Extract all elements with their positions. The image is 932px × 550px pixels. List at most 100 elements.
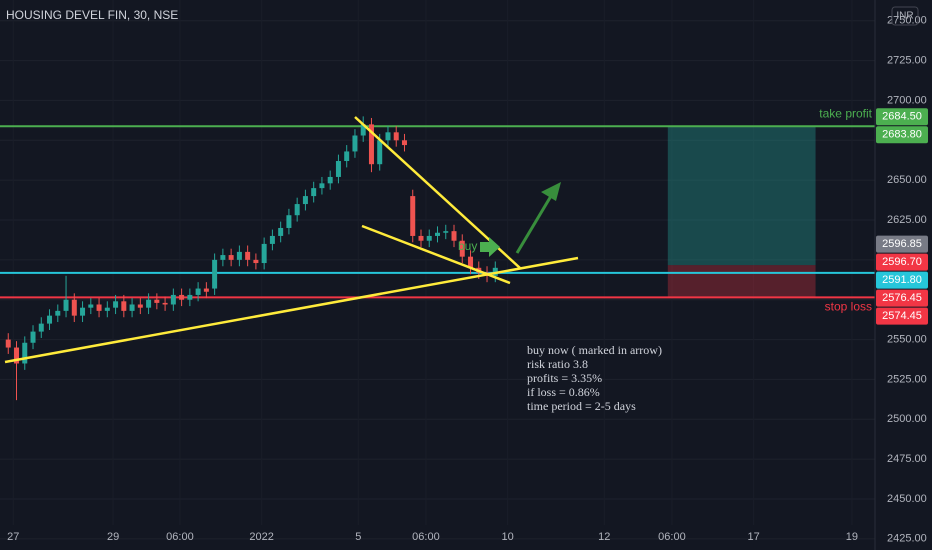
candle-body <box>80 307 86 316</box>
x-tick-label: 06:00 <box>412 531 440 543</box>
price-tag-label: 2683.80 <box>882 129 922 141</box>
candle-body <box>14 347 20 364</box>
candle-body <box>113 301 119 308</box>
price-tag-label: 2576.45 <box>882 292 922 304</box>
candle-body <box>327 176 333 184</box>
target-arrow-head <box>541 182 561 201</box>
y-tick-label: 2475.00 <box>887 453 927 465</box>
candle-body <box>410 196 416 236</box>
candle-body <box>418 235 424 241</box>
trend-line <box>361 224 511 285</box>
position-box <box>667 126 816 298</box>
candle-body <box>269 235 275 244</box>
levels: take profit stop loss <box>0 106 875 314</box>
candle-body <box>286 215 292 228</box>
candles <box>5 116 498 401</box>
loss-zone <box>667 265 816 298</box>
candle-body <box>179 294 185 300</box>
profit-zone <box>667 126 816 266</box>
candle-body <box>187 294 193 300</box>
candle-body <box>137 304 143 308</box>
price-tag <box>876 108 928 126</box>
x-tick-label: 17 <box>748 531 760 543</box>
notes: buy now ( marked in arrow)risk ratio 3.8… <box>527 343 662 413</box>
price-tag-label: 2596.85 <box>882 238 922 250</box>
candle-body <box>360 124 366 136</box>
candle-body <box>203 288 209 292</box>
level-label: stop loss <box>825 300 872 314</box>
candle-body <box>435 232 440 236</box>
candle-body <box>443 231 449 233</box>
candle-body <box>302 196 308 205</box>
note-line: time period = 2-5 days <box>527 399 636 413</box>
price-tag <box>876 235 928 253</box>
candle-body <box>129 304 135 311</box>
candle-body <box>5 339 11 348</box>
y-tick-label: 2650.00 <box>887 174 927 186</box>
candle-body <box>162 302 168 305</box>
y-tick-label: 2450.00 <box>887 493 927 505</box>
candle-body <box>154 299 160 303</box>
candle-body <box>22 342 28 364</box>
x-tick-label: 19 <box>846 531 858 543</box>
target-arrow <box>515 195 553 254</box>
candle-body <box>96 304 102 311</box>
candle-body <box>228 255 234 260</box>
price-tag-label: 2574.45 <box>882 310 922 322</box>
note-line: profits = 3.35% <box>527 371 602 385</box>
candle-body <box>459 240 465 257</box>
x-tick-label: 29 <box>107 531 119 543</box>
price-tag <box>876 126 928 144</box>
price-tag <box>876 253 928 271</box>
candle-body <box>261 243 267 264</box>
price-tag <box>876 289 928 307</box>
y-tick-label: 2625.00 <box>887 214 927 226</box>
y-tick-label: 2700.00 <box>887 94 927 106</box>
candle-body <box>38 323 44 332</box>
candle-body <box>377 140 383 165</box>
price-tag-label: 2684.50 <box>882 111 922 123</box>
candle-body <box>294 204 300 216</box>
candle-body <box>63 299 69 311</box>
candle-body <box>319 183 325 189</box>
candle-body <box>385 132 391 141</box>
grid <box>0 20 875 540</box>
note-line: buy now ( marked in arrow) <box>527 343 662 357</box>
x-tick-label: 12 <box>598 531 610 543</box>
candle-body <box>401 140 407 146</box>
buy-label: buy <box>458 239 477 253</box>
y-tick-label: 2500.00 <box>887 413 927 425</box>
candle-body <box>468 256 474 268</box>
currency-box <box>891 6 919 26</box>
candle-body <box>71 299 77 316</box>
y-tick-label: 2750.00 <box>887 15 927 27</box>
note-line: if loss = 0.86% <box>527 385 600 399</box>
candle-body <box>335 161 341 177</box>
candle-body <box>55 310 61 316</box>
candle-body <box>47 315 53 324</box>
candle-body <box>146 299 152 308</box>
y-tick-label: 2525.00 <box>887 373 927 385</box>
candle-body <box>121 301 127 311</box>
candle-body <box>393 132 399 141</box>
x-tick-label: 27 <box>7 531 19 543</box>
candle-body <box>352 135 358 152</box>
candle-body <box>195 288 201 295</box>
candle-body <box>253 259 259 264</box>
trend-line <box>4 256 579 364</box>
y-tick-label: 2725.00 <box>887 54 927 66</box>
x-tick-label: 2022 <box>249 531 273 543</box>
chart-title: HOUSING DEVEL FIN, 30, NSE <box>6 8 178 22</box>
x-tick-label: 10 <box>502 531 514 543</box>
price-tags: 2684.50 2683.80 2596.85 2596.70 2591.80 2576.… <box>876 108 928 325</box>
level-label: take profit <box>819 106 872 120</box>
price-tag-label: 2591.80 <box>882 274 922 286</box>
candle-body <box>212 259 218 289</box>
candle-body <box>368 124 374 165</box>
candle-body <box>451 231 457 241</box>
y-tick-label: 2550.00 <box>887 333 927 345</box>
price-tag <box>876 307 928 325</box>
x-tick-label: 5 <box>355 531 361 543</box>
